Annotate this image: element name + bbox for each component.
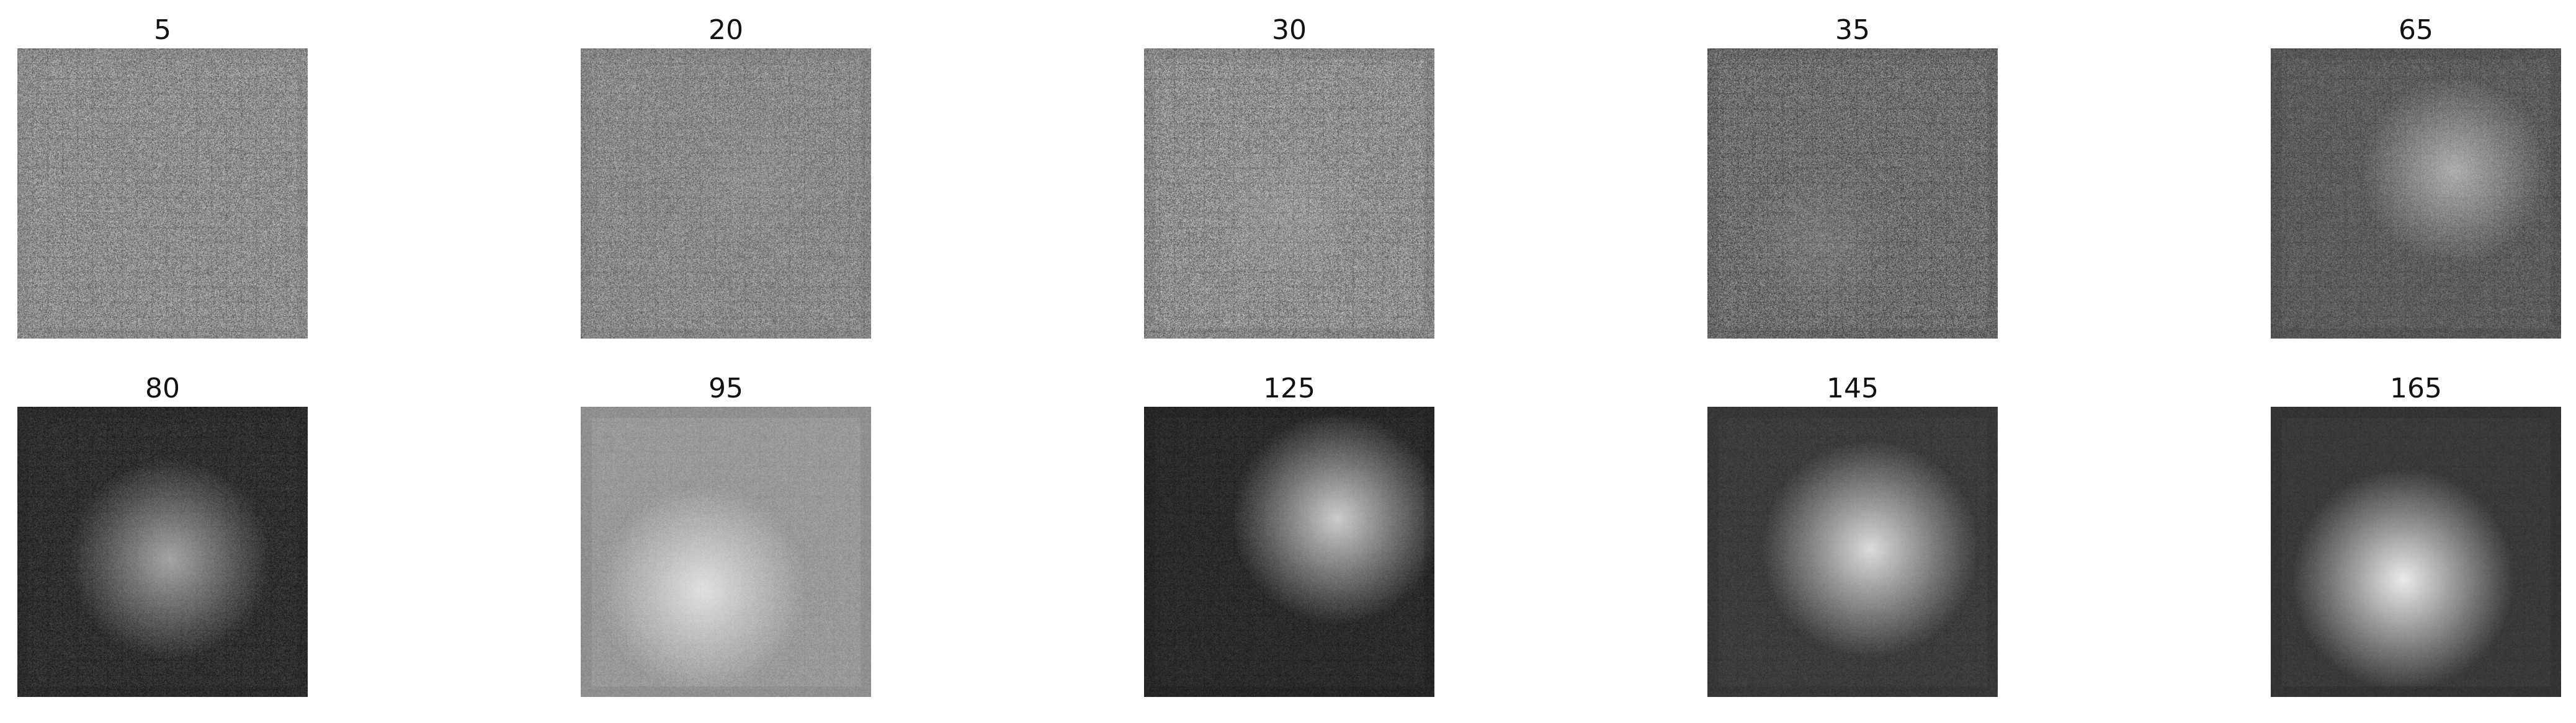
panel-7: 95 bbox=[581, 371, 871, 697]
panel-label: 165 bbox=[2390, 373, 2442, 404]
panel-label: 20 bbox=[709, 14, 743, 46]
panel-image bbox=[1707, 407, 1998, 697]
panel-10: 165 bbox=[2271, 371, 2561, 697]
panel-image bbox=[1144, 48, 1434, 339]
panel-label: 95 bbox=[709, 373, 743, 404]
panel-3: 30 bbox=[1144, 12, 1434, 339]
panel-image bbox=[581, 48, 871, 339]
panel-label: 80 bbox=[145, 373, 180, 404]
panel-image bbox=[2271, 48, 2561, 339]
panel-label: 125 bbox=[1263, 373, 1315, 404]
panel-1: 5 bbox=[17, 12, 308, 339]
panel-label: 30 bbox=[1272, 14, 1307, 46]
panel-9: 145 bbox=[1707, 371, 1998, 697]
panel-6: 80 bbox=[17, 371, 308, 697]
panel-4: 35 bbox=[1707, 12, 1998, 339]
panel-label: 35 bbox=[1835, 14, 1870, 46]
panel-label: 65 bbox=[2399, 14, 2433, 46]
panel-image bbox=[2271, 407, 2561, 697]
panel-image bbox=[17, 407, 308, 697]
panel-2: 20 bbox=[581, 12, 871, 339]
panel-image bbox=[1707, 48, 1998, 339]
panel-5: 65 bbox=[2271, 12, 2561, 339]
panel-8: 125 bbox=[1144, 371, 1434, 697]
panel-label: 5 bbox=[154, 14, 171, 46]
panel-image bbox=[1144, 407, 1434, 697]
panel-image bbox=[17, 48, 308, 339]
panel-image bbox=[581, 407, 871, 697]
panel-label: 145 bbox=[1827, 373, 1879, 404]
